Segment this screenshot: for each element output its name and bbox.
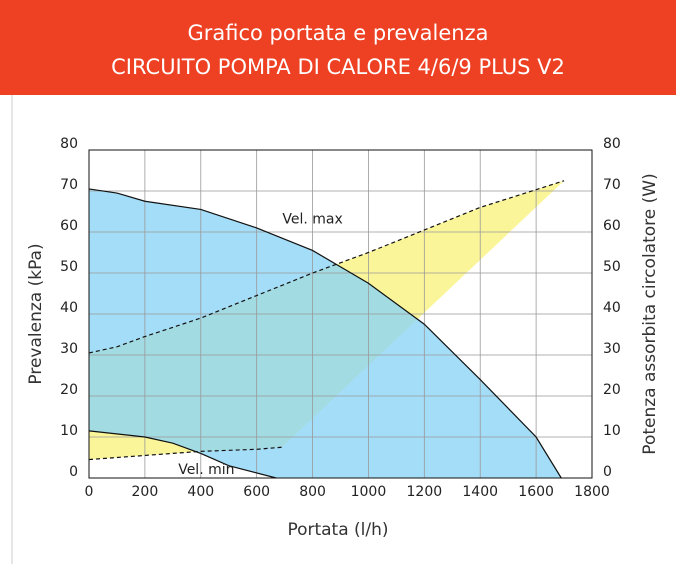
- x-tick-label: 1600: [518, 484, 554, 500]
- plot-frame: [88, 149, 593, 479]
- annotation: Vel. max: [282, 212, 342, 228]
- x-tick-label: 1000: [351, 484, 387, 500]
- y-tick-label: 80: [60, 136, 78, 152]
- annotation: Vel. min: [178, 462, 234, 478]
- y-tick-label: 60: [60, 218, 78, 234]
- head-line: [88, 188, 562, 479]
- y2-tick-label: 0: [603, 464, 612, 480]
- y-tick-label: 40: [60, 300, 78, 316]
- y2-tick-label: 10: [603, 423, 621, 439]
- y-tick-label: 30: [60, 341, 78, 357]
- chart-title: Grafico portata e prevalenza: [187, 21, 488, 45]
- x-tick-label: 600: [243, 484, 270, 500]
- y2-tick-label: 40: [603, 300, 621, 316]
- y-tick-label: 70: [60, 177, 78, 193]
- head-area: [89, 188, 562, 478]
- y-tick-label: 20: [60, 382, 78, 398]
- y-axis-label: Prevalenza (kPa): [26, 243, 46, 384]
- head-line: [88, 430, 277, 479]
- y-tick-label: 0: [69, 464, 78, 480]
- y2-tick-label: 50: [603, 259, 621, 275]
- x-tick-label: 200: [132, 484, 159, 500]
- y2-tick-label: 80: [603, 136, 621, 152]
- x-axis-label: Portata (l/h): [287, 520, 388, 540]
- x-tick-label: 1200: [407, 484, 443, 500]
- y2-tick-label: 30: [603, 341, 621, 357]
- x-tick-label: 400: [187, 484, 214, 500]
- power-line: [88, 446, 282, 461]
- y-tick-label: 50: [60, 259, 78, 275]
- y2-axis-label: Potenza assorbita circolatore (W): [640, 173, 660, 454]
- x-tick-label: 1800: [574, 484, 610, 500]
- x-tick-label: 0: [85, 484, 94, 500]
- y2-tick-label: 60: [603, 218, 621, 234]
- power-line: [88, 180, 565, 354]
- x-tick-label: 800: [299, 484, 326, 500]
- chart-subtitle: CIRCUITO POMPA DI CALORE 4/6/9 PLUS V2: [111, 55, 565, 79]
- y2-tick-label: 20: [603, 382, 621, 398]
- header: [0, 0, 676, 95]
- y2-tick-label: 70: [603, 177, 621, 193]
- y-tick-label: 10: [60, 423, 78, 439]
- x-tick-label: 1400: [462, 484, 498, 500]
